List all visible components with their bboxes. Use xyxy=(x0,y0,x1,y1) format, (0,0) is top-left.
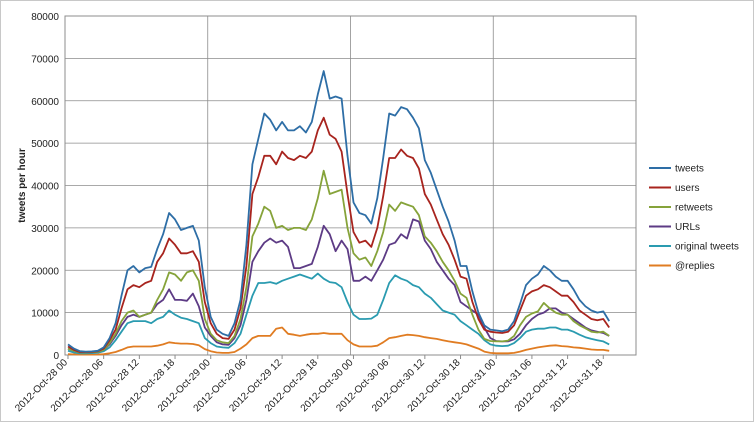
y-axis: 0 10000 20000 30000 40000 50000 60000 70000 8000… xyxy=(31,12,59,362)
legend-label-tweets: tweets xyxy=(675,164,704,175)
series-line-tweets xyxy=(67,70,610,353)
series-group xyxy=(67,70,610,356)
legend: tweets users retweets URLs original tweets @r… xyxy=(649,164,739,272)
series-line-users xyxy=(67,116,610,353)
y-tick-label: 20000 xyxy=(31,266,59,277)
legend-label-users: users xyxy=(675,183,699,194)
series-line-replies xyxy=(67,326,610,356)
y-tick-label: 80000 xyxy=(31,12,59,23)
y-axis-title: tweets per hour xyxy=(17,148,28,223)
legend-label-retweets: retweets xyxy=(675,203,713,214)
plot-area xyxy=(64,15,637,356)
legend-label-urls: URLs xyxy=(675,222,700,233)
y-tick-label: 60000 xyxy=(31,97,59,108)
y-tick-label: 0 xyxy=(53,351,59,362)
y-tick-label: 70000 xyxy=(31,54,59,65)
series-line-urls xyxy=(67,218,610,354)
y-tick-label: 40000 xyxy=(31,182,59,193)
legend-label-replies: @replies xyxy=(675,261,715,272)
series-line-retweets xyxy=(67,169,610,354)
y-tick-label: 10000 xyxy=(31,309,59,320)
legend-label-original-tweets: original tweets xyxy=(675,242,739,253)
series-line-original-tweets xyxy=(67,272,610,355)
y-tick-label: 50000 xyxy=(31,139,59,150)
y-tick-label: 30000 xyxy=(31,224,59,235)
